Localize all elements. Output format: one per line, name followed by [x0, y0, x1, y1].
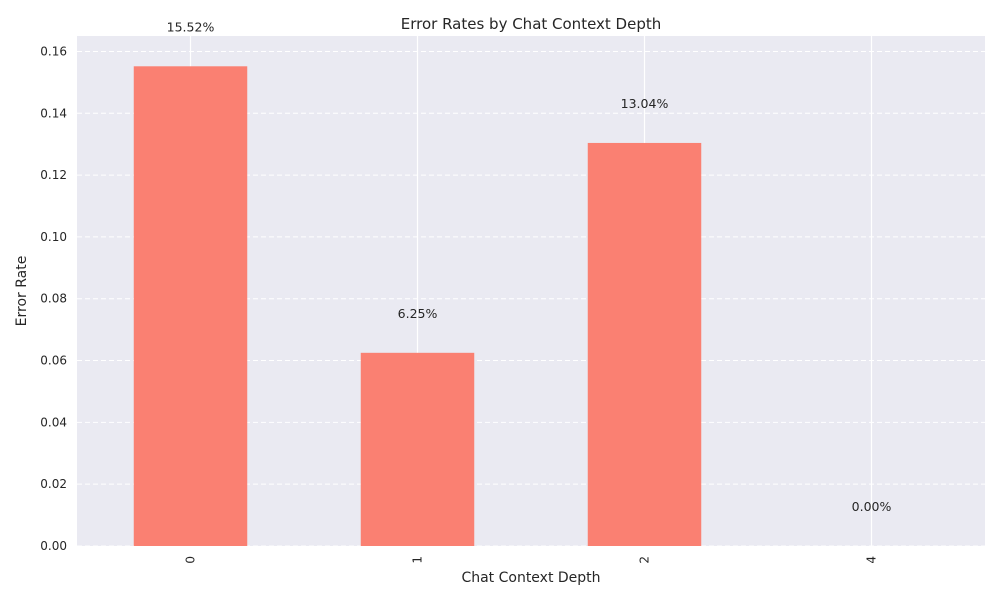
y-tick-label: 0.10 [40, 230, 67, 244]
x-axis-ticks: 0 1 2 4 [184, 556, 879, 564]
chart-title: Error Rates by Chat Context Depth [401, 15, 662, 33]
x-tick-label: 1 [411, 556, 425, 564]
y-tick-label: 0.08 [40, 292, 67, 306]
bar [360, 352, 475, 546]
bars [133, 66, 702, 547]
y-axis-label: Error Rate [14, 256, 30, 327]
data-labels: 15.52% 6.25% 13.04% 0.00% [167, 19, 892, 514]
x-tick-label: 2 [638, 556, 652, 564]
y-axis-ticks: 0.00 0.02 0.04 0.06 0.08 0.10 0.12 0.14 0.16 [40, 44, 67, 553]
x-tick-label: 0 [184, 556, 198, 564]
bar [587, 142, 702, 547]
y-tick-label: 0.12 [40, 168, 67, 182]
data-label: 6.25% [398, 306, 438, 321]
bar [133, 66, 248, 547]
data-label: 13.04% [621, 96, 669, 111]
y-tick-label: 0.06 [40, 354, 67, 368]
data-label: 15.52% [167, 19, 215, 34]
data-label: 0.00% [852, 499, 892, 514]
grid [77, 36, 985, 547]
x-tick-label: 4 [865, 556, 879, 564]
y-tick-label: 0.04 [40, 415, 67, 429]
y-tick-label: 0.02 [40, 477, 67, 491]
x-axis-label: Chat Context Depth [461, 570, 600, 586]
y-tick-label: 0.00 [40, 539, 67, 553]
y-tick-label: 0.16 [40, 44, 67, 58]
y-tick-label: 0.14 [40, 106, 67, 120]
